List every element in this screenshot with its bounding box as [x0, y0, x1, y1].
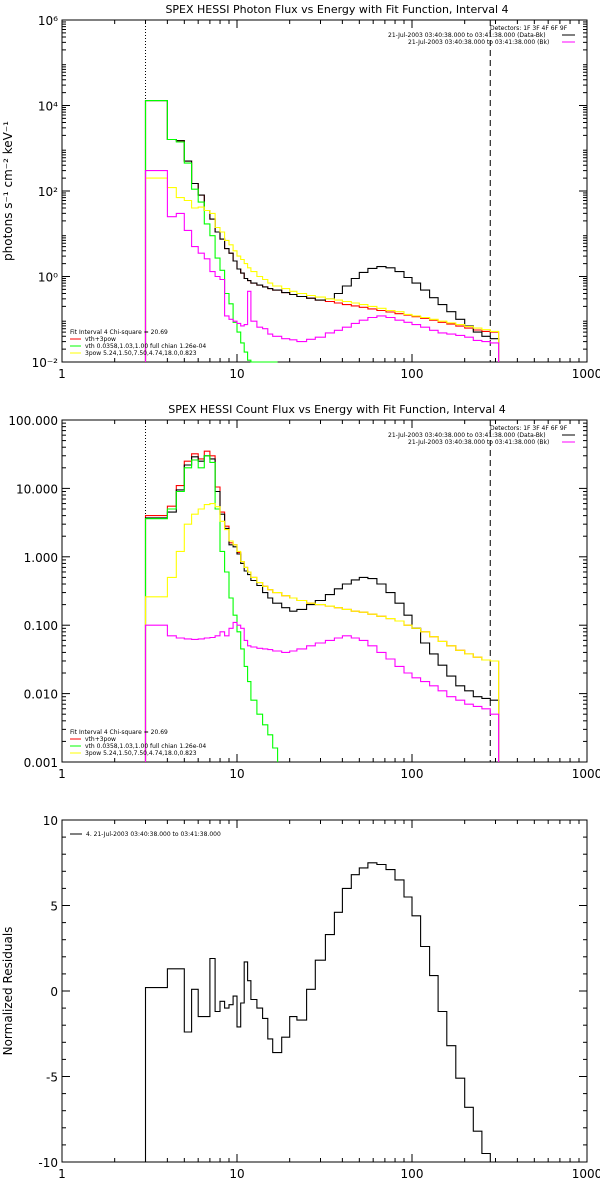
count-flux-legend-top: Detectors: 1F 3F 4F 6F 9F 21-Jul-2003 03…: [388, 425, 575, 446]
series-bk: [144, 170, 500, 362]
photon-flux-legend-bk: 21-Jul-2003 03:40:38.000 to 03:41:38.000…: [408, 39, 549, 46]
count-flux-reference-lines: [144, 420, 491, 762]
photon-flux-legend-vth: vth 0.0358,1.03,1.00 full chian 1.26e-04: [85, 343, 206, 350]
y-tick-label: 5: [50, 900, 58, 914]
y-tick-label: 10⁰: [38, 271, 58, 285]
count-flux-legend-bk: 21-Jul-2003 03:40:38.000 to 03:41:38.000…: [408, 439, 549, 446]
y-tick-label: 10: [43, 814, 58, 828]
photon-flux-ylabel: photons s⁻¹ cm⁻² keV⁻¹: [1, 121, 15, 261]
series-vth: [144, 100, 278, 363]
photon-flux-plot-frame: [61, 19, 588, 363]
photon-flux-series: [144, 100, 500, 363]
y-tick-label: 10.000: [16, 482, 58, 496]
x-tick-label: 10: [229, 767, 244, 781]
x-tick-label: 1: [58, 767, 66, 781]
series-vth-3pow: [144, 100, 500, 362]
y-tick-label: 100.000: [8, 414, 58, 428]
residuals-legend: 4. 21-Jul-2003 03:40:38.000 to 03:41:38.…: [70, 831, 221, 838]
photon-flux-reference-lines: [144, 20, 491, 362]
count-flux-series: [144, 450, 500, 762]
y-tick-label: 10⁻²: [32, 356, 59, 370]
x-tick-label: 100: [401, 767, 424, 781]
count-flux-ticks: 1 10 100 1000 0.001 0.010 0.100 1.000 10.000 100.…: [8, 414, 600, 781]
photon-flux-legend-vth3pow: vth+3pow: [85, 336, 116, 343]
residuals-ylabel: Normalized Residuals: [1, 927, 15, 1056]
count-flux-legend-data-bk: 21-Jul-2003 03:40:38.000 to 03:41:38.000…: [388, 432, 546, 439]
count-flux-legend-fit-header: Fit Interval 4 Chi-square = 20.69: [70, 729, 168, 736]
photon-flux-ticks: 1 10 100 1000 10⁻² 10⁰ 10² 10⁴ 10⁶: [32, 14, 600, 381]
count-flux-legend-vth3pow: vth+3pow: [85, 736, 116, 743]
series-vth: [144, 455, 279, 762]
series-data-bk: [144, 455, 500, 762]
residuals-plot-frame: [61, 819, 588, 1163]
series-bk: [144, 621, 500, 762]
y-tick-label: 0.100: [24, 619, 58, 633]
photon-flux-legend-bottom: Fit Interval 4 Chi-square = 20.69 vth+3p…: [70, 329, 206, 357]
photon-flux-title: SPEX HESSI Photon Flux vs Energy with Fi…: [165, 3, 508, 16]
count-flux-legend-vth: vth 0.0358,1.03,1.00 full chian 1.26e-04: [85, 743, 206, 750]
y-tick-label: 0.001: [24, 756, 58, 770]
y-tick-label: 0: [50, 985, 58, 999]
x-tick-label: 1: [58, 367, 66, 381]
photon-flux-legend-data-bk: 21-Jul-2003 03:40:38.000 to 03:41:38.000…: [388, 32, 546, 39]
x-tick-label: 1000: [572, 367, 600, 381]
count-flux-panel: SPEX HESSI Count Flux vs Energy with Fit…: [8, 403, 600, 781]
x-tick-label: 1000: [572, 767, 600, 781]
residuals-panel: Normalized Residuals 1 10 100 1000 -10 -5 0 5 10…: [1, 814, 600, 1181]
x-tick-label: 1: [58, 1167, 66, 1181]
y-tick-label: 0.010: [24, 688, 58, 702]
series-data-bk: [144, 100, 500, 362]
photon-flux-legend-fit-header: Fit Interval 4 Chi-square = 20.69: [70, 329, 168, 336]
series-3pow: [144, 177, 500, 362]
count-flux-legend-3pow: 3pow 5.24,1.50,7.50,4.74,18.0,0.823: [85, 750, 197, 757]
x-tick-label: 10: [229, 1167, 244, 1181]
y-tick-label: -5: [46, 1071, 58, 1085]
x-tick-label: 10: [229, 367, 244, 381]
y-tick-label: 10²: [38, 185, 58, 199]
residuals-legend-label: 4. 21-Jul-2003 03:40:38.000 to 03:41:38.…: [86, 831, 221, 838]
photon-flux-legend-top: Detectors: 1F 3F 4F 6F 9F 21-Jul-2003 03…: [388, 25, 575, 46]
y-tick-label: 10⁴: [38, 100, 58, 114]
series-vth-3pow: [144, 450, 500, 762]
series-4-21-jul-2003-03-40-38-000-to-03-41-38-000: [144, 862, 499, 1163]
count-flux-title: SPEX HESSI Count Flux vs Energy with Fit…: [168, 403, 505, 416]
count-flux-legend-bottom: Fit Interval 4 Chi-square = 20.69 vth+3p…: [70, 729, 206, 757]
x-tick-label: 100: [401, 1167, 424, 1181]
y-tick-label: -10: [38, 1156, 58, 1170]
photon-flux-panel: SPEX HESSI Photon Flux vs Energy with Fi…: [1, 3, 600, 381]
count-flux-legend-detectors: Detectors: 1F 3F 4F 6F 9F: [490, 425, 568, 432]
residuals-ticks: 1 10 100 1000 -10 -5 0 5 10: [38, 814, 600, 1181]
x-tick-label: 100: [401, 367, 424, 381]
y-tick-label: 1.000: [24, 551, 58, 565]
series-3pow: [144, 503, 500, 762]
photon-flux-legend-3pow: 3pow 5.24,1.50,7.50,4.74,18.0,0.823: [85, 350, 197, 357]
residuals-series: [144, 862, 499, 1163]
y-tick-label: 10⁶: [38, 14, 58, 28]
photon-flux-legend-detectors: Detectors: 1F 3F 4F 6F 9F: [490, 25, 568, 32]
x-tick-label: 1000: [572, 1167, 600, 1181]
count-flux-plot-frame: [61, 419, 588, 763]
